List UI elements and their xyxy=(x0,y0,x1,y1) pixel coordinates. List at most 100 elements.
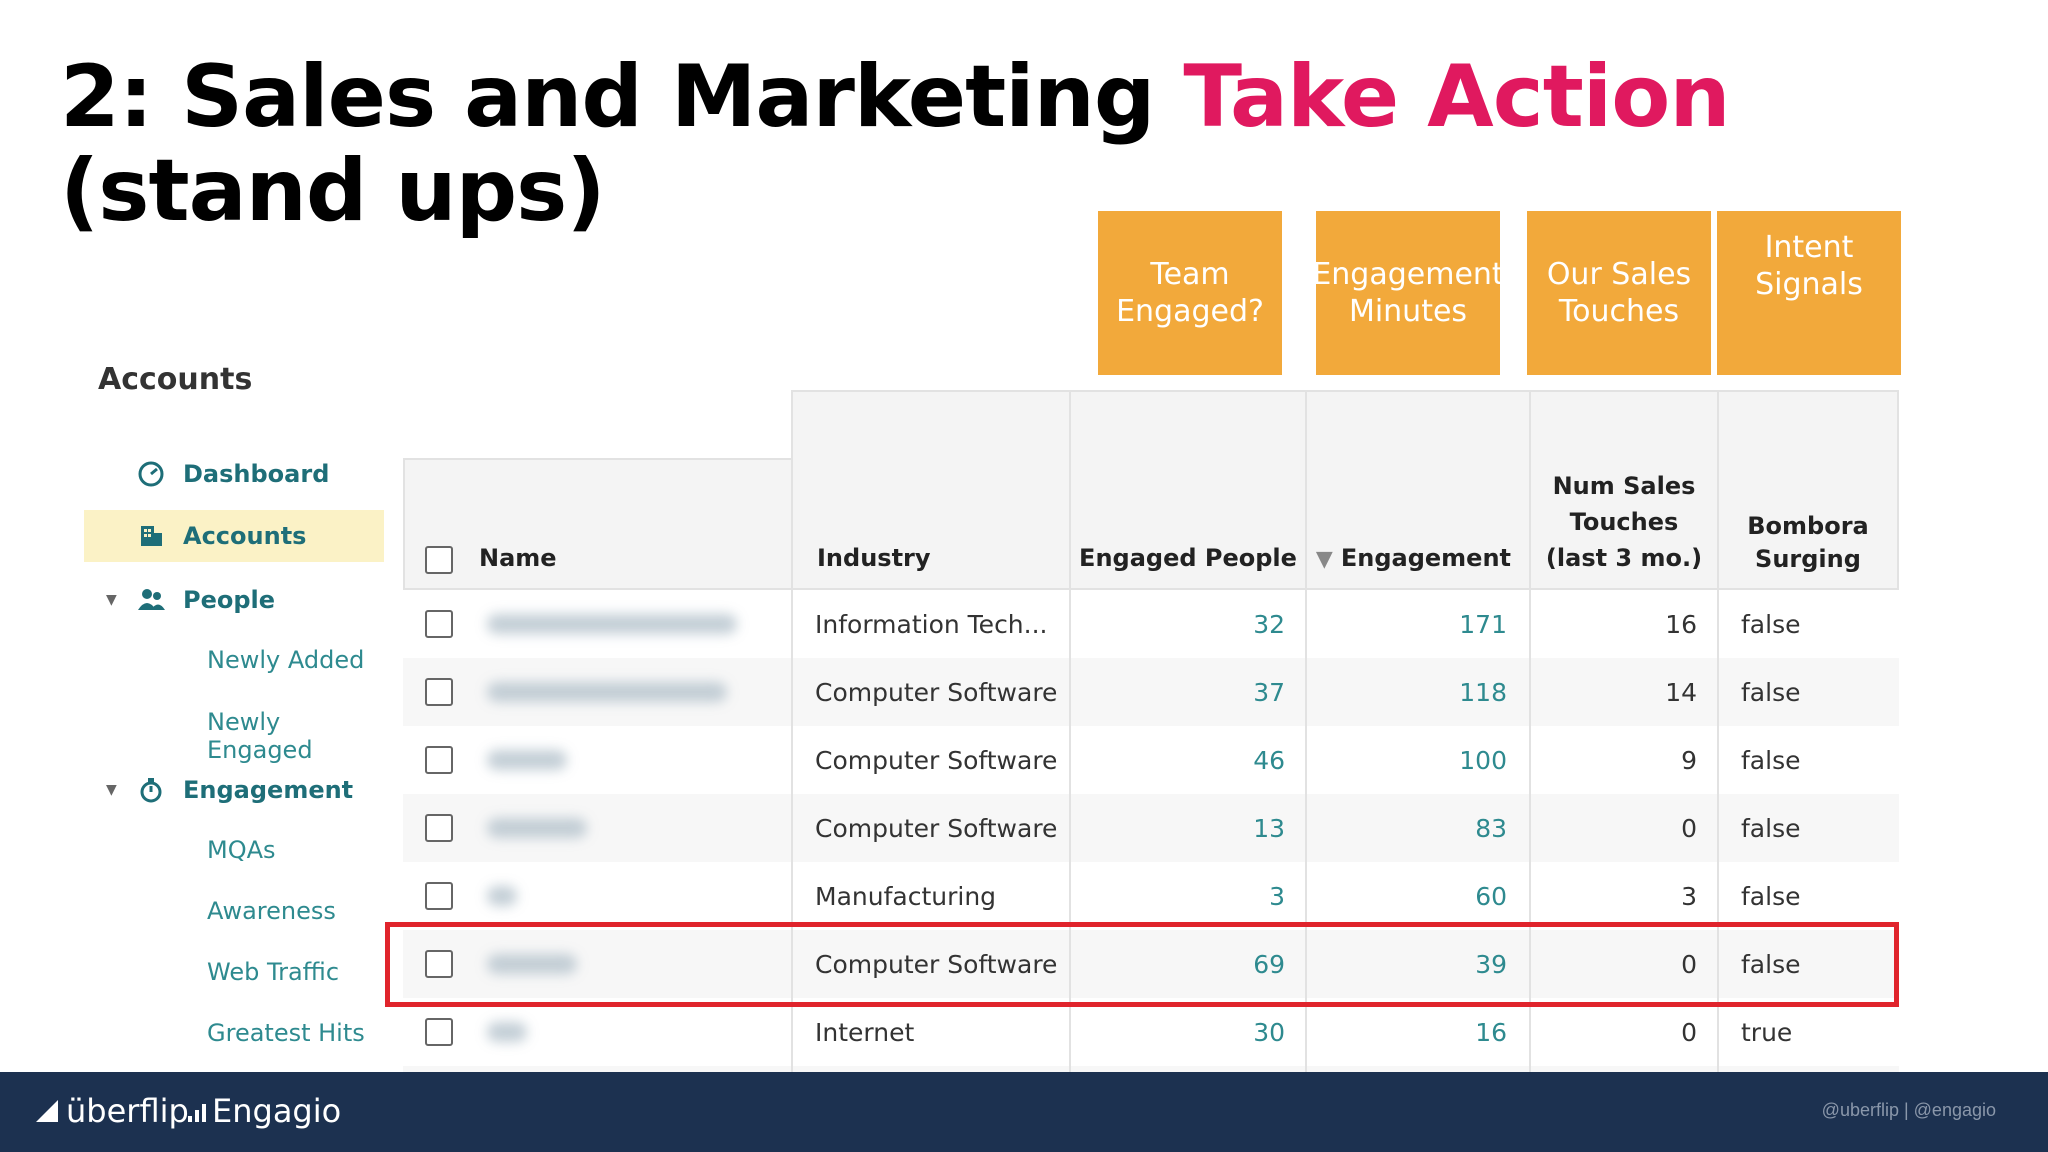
table-row[interactable]: Computer Software 69 39 0 false xyxy=(403,930,1899,998)
name-cell[interactable] xyxy=(425,998,785,1066)
sidebar-item-engagement[interactable]: ▼ Engagement xyxy=(84,764,384,816)
row-checkbox[interactable] xyxy=(425,814,453,842)
name-cell[interactable] xyxy=(425,590,785,658)
bombora-cell: false xyxy=(1741,609,1801,639)
column-divider xyxy=(1069,590,1071,1072)
title-prefix: 2: Sales and Marketing xyxy=(60,47,1184,147)
row-checkbox[interactable] xyxy=(425,1018,453,1046)
column-header-engaged-people[interactable]: Engaged People xyxy=(1069,390,1307,590)
row-checkbox[interactable] xyxy=(425,950,453,978)
industry-cell: Internet xyxy=(815,1017,915,1047)
name-cell[interactable] xyxy=(425,726,785,794)
engagement-cell: 39 xyxy=(1475,949,1507,979)
accounts-icon xyxy=(136,521,166,551)
industry-cell: Computer Software xyxy=(815,813,1058,843)
table-row[interactable]: Manufacturing 3 60 3 false xyxy=(403,862,1899,930)
sales-touches-cell: 0 xyxy=(1681,813,1697,843)
sidebar-item-label: Engagement xyxy=(183,776,354,804)
table-row[interactable]: Computer Software 37 118 14 false xyxy=(403,658,1899,726)
sidebar-subitem-greatest-hits[interactable]: Greatest Hits xyxy=(207,1019,365,1047)
chevron-down-icon[interactable]: ▼ xyxy=(106,592,117,608)
table-row[interactable]: Computer Software 46 100 9 false xyxy=(403,726,1899,794)
title-accent: Take Action xyxy=(1183,47,1730,147)
engagement-cell: 16 xyxy=(1475,1017,1507,1047)
engaged-people-cell: 37 xyxy=(1253,677,1285,707)
select-all-checkbox[interactable] xyxy=(425,546,453,574)
name-cell[interactable] xyxy=(425,862,785,930)
chevron-down-icon[interactable]: ▼ xyxy=(106,782,117,798)
engaged-people-cell: 13 xyxy=(1253,813,1285,843)
column-header-industry[interactable]: Industry xyxy=(791,390,1071,590)
sidebar-subitem-mqas[interactable]: MQAs xyxy=(207,836,276,864)
engaged-people-cell: 69 xyxy=(1253,949,1285,979)
slide-title: 2: Sales and Marketing Take Action (stan… xyxy=(60,50,2020,238)
sidebar-item-dashboard[interactable]: Dashboard xyxy=(84,448,384,500)
name-cell[interactable] xyxy=(425,930,785,998)
sidebar-subitem-newly-added[interactable]: Newly Added xyxy=(207,646,365,674)
row-checkbox[interactable] xyxy=(425,882,453,910)
engaged-people-cell: 3 xyxy=(1269,881,1285,911)
people-icon xyxy=(136,585,166,615)
sidebar-subitem-web-traffic[interactable]: Web Traffic xyxy=(207,958,340,986)
column-header-engagement[interactable]: ▼ Engagement xyxy=(1305,390,1531,590)
sidebar-item-accounts[interactable]: Accounts xyxy=(84,510,384,562)
industry-cell: Computer Software xyxy=(815,745,1058,775)
column-header-bombora[interactable]: Bombora Surging xyxy=(1717,390,1899,590)
engagement-minutes-callout: Engagement Minutes xyxy=(1312,211,1504,375)
bombora-cell: false xyxy=(1741,677,1801,707)
industry-cell: Computer Software xyxy=(815,949,1058,979)
column-header-sales-touches[interactable]: Num Sales Touches (last 3 mo.) xyxy=(1529,390,1719,590)
redacted-name xyxy=(487,614,737,634)
sales-touches-callout: Our Sales Touches xyxy=(1527,211,1711,375)
engagement-cell: 83 xyxy=(1475,813,1507,843)
sidebar-subitem-awareness[interactable]: Awareness xyxy=(207,897,336,925)
name-cell[interactable] xyxy=(425,658,785,726)
engaged-people-cell: 32 xyxy=(1253,609,1285,639)
engagio-logo: Engagio xyxy=(188,1092,341,1130)
accounts-heading: Accounts xyxy=(98,362,253,397)
table-row[interactable]: Internet 30 16 0 true xyxy=(403,998,1899,1066)
row-checkbox[interactable] xyxy=(425,746,453,774)
sidebar-item-people[interactable]: ▼ People xyxy=(84,574,384,626)
row-checkbox[interactable] xyxy=(425,610,453,638)
bombora-cell: false xyxy=(1741,813,1801,843)
column-divider xyxy=(1529,590,1531,1072)
table-row[interactable]: Computer Software 13 83 0 false xyxy=(403,794,1899,862)
sales-touches-cell: 3 xyxy=(1681,881,1697,911)
bombora-cell: false xyxy=(1741,881,1801,911)
column-divider xyxy=(1717,590,1719,1072)
stopwatch-icon xyxy=(136,775,166,805)
sales-touches-cell: 16 xyxy=(1665,609,1697,639)
intent-signals-callout: Intent Signals xyxy=(1717,211,1901,375)
redacted-name xyxy=(487,886,517,906)
row-checkbox[interactable] xyxy=(425,678,453,706)
footer-bar: überflip Engagio @uberflip | @engagio xyxy=(0,1072,2048,1152)
uberflip-mark-icon xyxy=(36,1100,58,1122)
column-header-name[interactable]: Name xyxy=(403,458,793,590)
social-handles: @uberflip | @engagio xyxy=(1821,1100,1996,1120)
sort-desc-icon: ▼ xyxy=(1315,547,1333,572)
table-row[interactable]: Information Tech... 32 171 16 false xyxy=(403,590,1899,658)
engaged-people-cell: 46 xyxy=(1253,745,1285,775)
sidebar-subitem-newly-engaged[interactable]: Newly Engaged xyxy=(207,708,313,764)
industry-cell: Information Tech... xyxy=(815,609,1048,639)
redacted-name xyxy=(487,818,587,838)
engagement-cell: 60 xyxy=(1475,881,1507,911)
redacted-name xyxy=(487,954,577,974)
title-suffix: (stand ups) xyxy=(60,141,606,241)
bombora-cell: false xyxy=(1741,745,1801,775)
sidebar-item-label: Dashboard xyxy=(183,460,330,488)
column-divider xyxy=(1305,590,1307,1072)
engagio-mark-icon xyxy=(188,1100,206,1122)
redacted-name xyxy=(487,750,567,770)
sales-touches-cell: 0 xyxy=(1681,949,1697,979)
uberflip-logo: überflip xyxy=(36,1092,189,1130)
sales-touches-cell: 0 xyxy=(1681,1017,1697,1047)
industry-cell: Manufacturing xyxy=(815,881,997,911)
dashboard-icon xyxy=(136,459,166,489)
column-divider xyxy=(791,590,793,1072)
sales-touches-cell: 14 xyxy=(1665,677,1697,707)
bombora-cell: true xyxy=(1741,1017,1793,1047)
redacted-name xyxy=(487,682,727,702)
name-cell[interactable] xyxy=(425,794,785,862)
